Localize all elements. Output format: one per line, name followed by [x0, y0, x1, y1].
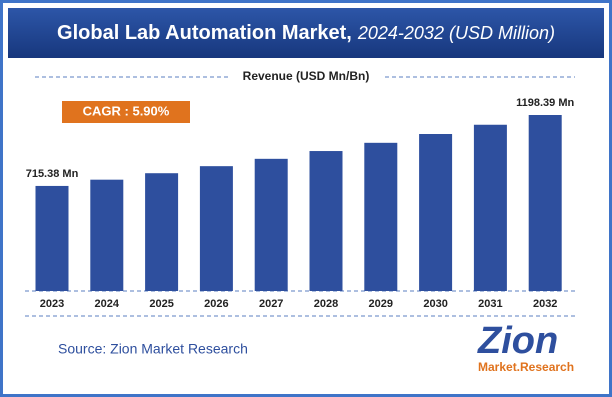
logo-tagline: Market.Research [478, 360, 574, 374]
x-tick-label: 2025 [149, 298, 173, 310]
bar [199, 166, 233, 291]
title: Global Lab Automation Market, 2024-2032 (… [57, 22, 555, 44]
bar [35, 185, 69, 291]
title-main: Global Lab Automation Market, [57, 22, 352, 44]
value-label: 1198.39 Mn [516, 97, 574, 109]
bar [309, 151, 343, 291]
bar [528, 115, 562, 291]
x-tick-label: 2030 [423, 298, 447, 310]
cagr-label: CAGR : 5.90% [83, 103, 170, 118]
x-tick-label: 2026 [204, 298, 228, 310]
x-tick-label: 2031 [478, 298, 502, 310]
value-label: 715.38 Mn [26, 168, 79, 180]
x-tick-label: 2029 [369, 298, 393, 310]
x-tick-label: 2032 [533, 298, 557, 310]
x-tick-label: 2024 [95, 298, 120, 310]
bar [473, 124, 507, 292]
bar [90, 179, 124, 291]
x-tick-label: 2023 [40, 298, 64, 310]
bar [364, 142, 398, 291]
bar [419, 134, 453, 291]
axis-label: Revenue (USD Mn/Bn) [243, 69, 370, 83]
title-banner [8, 8, 604, 58]
axis-label-bg [228, 67, 384, 87]
bar [145, 173, 179, 291]
logo-name: Zion [477, 320, 558, 362]
subtitle: 2024-2032 (USD Million) [357, 23, 555, 43]
cagr-box [62, 101, 190, 123]
bar [254, 158, 288, 291]
source: Source: Zion Market Research [58, 341, 248, 357]
x-tick-label: 2028 [314, 298, 338, 310]
x-tick-label: 2027 [259, 298, 283, 310]
